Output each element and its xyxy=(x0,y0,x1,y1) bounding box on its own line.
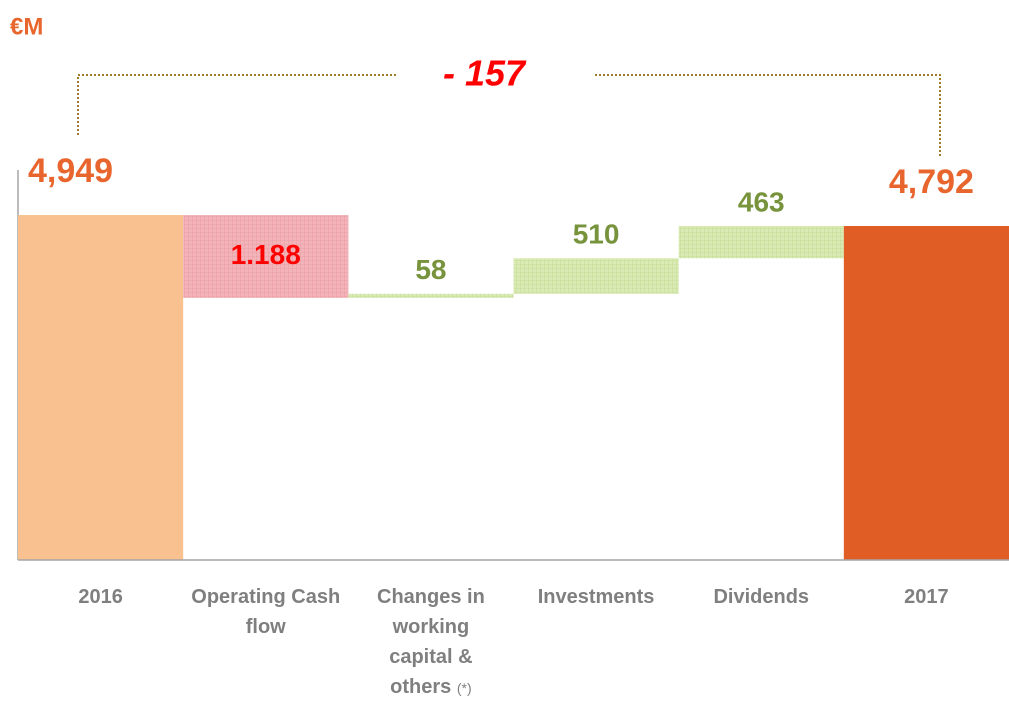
category: Dividends xyxy=(713,586,810,608)
bar xyxy=(183,215,349,298)
x-tick-label: 2017 xyxy=(851,582,1001,612)
bar xyxy=(843,225,1009,560)
x-tick-label: Operating Cash flow xyxy=(191,582,341,642)
x-tick-label: Dividends xyxy=(686,582,836,612)
bracket xyxy=(77,74,941,156)
bar xyxy=(678,225,844,259)
category: Operating Cash flow xyxy=(191,586,341,638)
bar xyxy=(348,293,514,298)
value-label: 1.188 xyxy=(231,239,301,270)
unit-label: €M xyxy=(10,13,43,40)
category: Investments xyxy=(537,586,655,608)
bar xyxy=(18,215,184,561)
footnote-marker: (*) xyxy=(456,680,472,696)
value-label: 4,792 xyxy=(889,163,974,201)
bar xyxy=(513,258,679,294)
x-tick-label: 2016 xyxy=(26,582,176,612)
value-label: 58 xyxy=(415,254,446,285)
annotation: - 157 xyxy=(443,53,527,94)
value-label: 4,949 xyxy=(28,152,113,190)
category: 2017 xyxy=(904,586,949,608)
x-tick-label: Investments xyxy=(521,582,671,612)
value-label: 510 xyxy=(573,219,620,250)
category: 2016 xyxy=(78,586,123,608)
x-tick-label: Changes in working capital & others (*) xyxy=(366,582,496,703)
category: Changes in working capital & others xyxy=(377,586,485,698)
value-label: 463 xyxy=(738,186,785,217)
